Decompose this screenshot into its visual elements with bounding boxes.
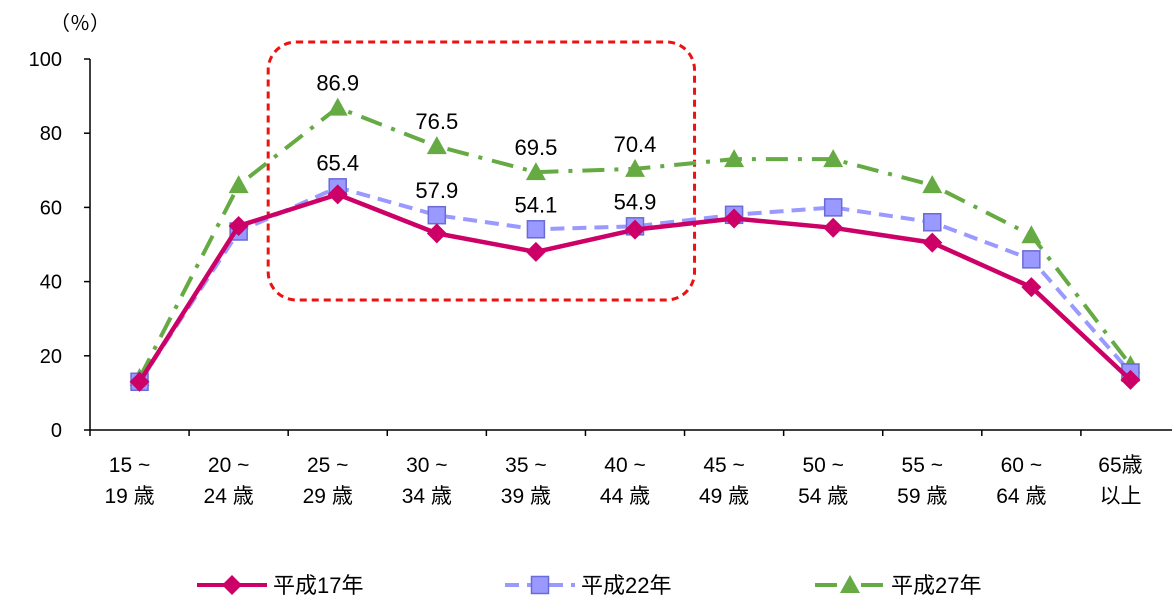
x-tick-label: 59 歳 [897,485,947,508]
data-point [1022,250,1041,269]
highlight-box [266,40,697,302]
x-tick-label: 25 ~ [307,454,348,477]
data-point [724,208,745,229]
data-point [922,175,943,194]
legend: 平成17年 平成22年 平成27年 [197,573,981,598]
x-tick-label: 29 歳 [303,485,353,508]
data-point [1021,225,1042,244]
data-point [426,223,447,244]
data-point [228,175,249,194]
legend-marker [222,575,242,595]
y-tick-label: 80 [40,123,62,145]
x-tick-label: 20 ~ [208,454,249,477]
legend-label: 平成22年 [581,573,671,598]
series-0 [129,184,1141,392]
x-tick-label: 35 ~ [505,454,546,477]
data-point [625,158,645,177]
x-tick-label: 30 ~ [406,454,447,477]
y-tick-label: 40 [40,272,62,294]
legend-marker [840,575,860,593]
data-label: 65.4 [316,150,359,175]
x-tick-label: 65歳 [1098,454,1142,477]
legend-item-0: 平成17年 [197,573,363,598]
x-tick-label: 39 歳 [501,485,551,508]
legend-item-1: 平成22年 [505,573,671,598]
data-point [923,212,942,232]
series-line [137,185,1132,383]
data-point [228,215,249,236]
data-label: 69.5 [514,135,557,160]
x-tick-label: 54 歳 [798,485,848,508]
data-point [129,371,150,392]
data-point [823,149,844,168]
x-tick-label: 40 ~ [604,454,645,477]
axes: 0 20 40 60 80 100 15 ~ 19 歳 20 ~ 24 歳 25 ~ 29 歳 30 ~… [29,49,1172,508]
data-label: 57.9 [415,178,458,203]
data-labels: 86.9 76.5 69.5 70.4 65.4 57.9 54.1 54.9 [316,71,656,218]
data-point [426,136,447,155]
data-point [1021,277,1042,298]
x-tick-label: 49 歳 [699,485,749,508]
x-tick-label: 50 ~ [802,454,843,477]
highlight-rect [266,40,697,302]
legend-label: 平成27年 [891,573,981,598]
data-point [427,205,447,225]
x-tick-label: 45 ~ [703,454,744,477]
data-point [823,217,844,238]
data-point [525,241,546,262]
data-point [823,198,843,217]
x-tick-label: 64 歳 [996,485,1046,508]
x-tick-label: 60 ~ [1001,454,1042,477]
x-tick-label: 55 ~ [902,454,943,477]
data-label: 54.1 [514,192,557,217]
x-tick-label: 15 ~ [109,454,150,477]
x-tick-label: 34 歳 [402,485,452,508]
data-label: 86.9 [316,71,359,96]
legend-label: 平成17年 [273,573,363,598]
x-tick-label: 24 歳 [204,485,254,508]
y-tick-label: 20 [40,346,62,368]
data-point [327,184,348,205]
legend-marker [530,575,550,595]
y-tick-label: 60 [40,197,62,219]
data-point [327,97,348,116]
data-point [525,162,546,181]
data-point [1120,369,1141,390]
x-tick-label: 19 歳 [104,485,154,508]
data-label: 54.9 [614,189,657,214]
data-label: 76.5 [415,109,458,134]
y-unit-label: （％） [50,12,110,35]
x-tick-label: 44 歳 [600,485,650,508]
x-tick-label: 以上 [1099,485,1141,508]
data-point [922,232,943,253]
data-point [526,220,546,239]
series-group [129,97,1141,392]
data-point [625,219,645,240]
data-point [724,149,745,168]
y-tick-label: 100 [29,49,62,71]
data-label: 70.4 [614,132,657,157]
y-tick-label: 0 [51,420,62,442]
legend-item-2: 平成27年 [815,573,981,598]
